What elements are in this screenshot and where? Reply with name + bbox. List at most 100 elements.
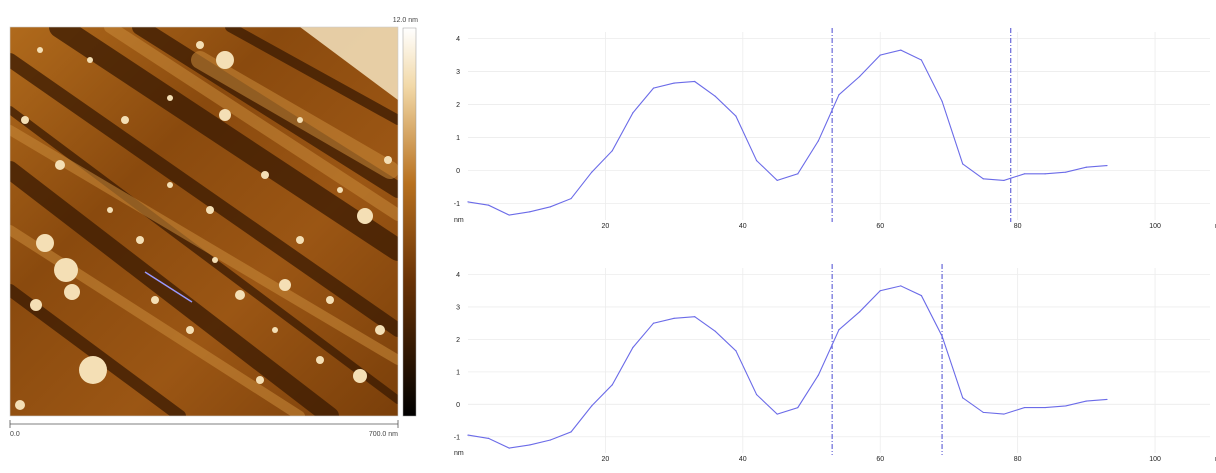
profile-data-point (982, 178, 984, 180)
profile-data-point (920, 294, 923, 297)
profile-data-point (488, 437, 490, 439)
profile-data-point (900, 49, 902, 51)
y-unit-label: nm (454, 450, 464, 457)
profile-data-point (755, 160, 758, 162)
y-tick-label: 0 (456, 168, 460, 175)
x-tick-label: 80 (1014, 223, 1022, 230)
profile-data-point (673, 82, 675, 84)
profile-data-point (488, 204, 490, 206)
profile-data-point (1106, 398, 1108, 401)
profile-data-point (817, 140, 819, 142)
afm-ridges (10, 27, 398, 416)
profile-data-point (570, 197, 572, 200)
profile-data-point (591, 171, 593, 173)
profile-data-point (817, 374, 819, 376)
profile-data-point (859, 75, 861, 78)
profile-data-point (1085, 166, 1087, 168)
profile-data-point (735, 115, 737, 117)
profile-data-point (591, 405, 593, 407)
y-tick-label: 1 (456, 135, 460, 142)
profile-section-line[interactable] (144, 271, 193, 303)
y-tick-label: 2 (456, 337, 460, 344)
profile-data-point (570, 431, 572, 433)
profile-data-point (632, 112, 634, 114)
profile-data-point (1085, 400, 1087, 402)
profile-data-point (694, 80, 696, 83)
profile-data-point (467, 434, 469, 436)
profile-series-line (467, 49, 1107, 216)
x-tick-label: 40 (739, 456, 747, 463)
x-tick-label: 100 (1149, 456, 1161, 463)
y-tick-label: -1 (454, 434, 460, 441)
profile-data-point (632, 346, 634, 349)
profile-data-point (1106, 164, 1108, 167)
y-tick-label: 0 (456, 402, 460, 409)
afm-image-panel: 12.0 nm 0.0 700.0 nm (0, 0, 430, 473)
profile-data-point (652, 322, 655, 324)
profile-data-point (838, 94, 840, 96)
profile-data-point (611, 384, 613, 386)
profile-data-point (859, 311, 861, 313)
profile-data-point (714, 95, 716, 97)
y-tick-label: 4 (456, 36, 460, 43)
afm-image-svg: 12.0 nm 0.0 700.0 nm (9, 17, 418, 438)
profile-data-point (900, 285, 902, 287)
y-tick-label: 2 (456, 102, 460, 109)
profile-data-point (1003, 179, 1005, 182)
profile-data-point (1023, 173, 1026, 175)
y-tick-label: 1 (456, 369, 460, 376)
profile-data-point (838, 329, 840, 331)
profile-data-point (529, 444, 531, 446)
profile-data-point (941, 335, 943, 337)
x-tick-label: 60 (876, 456, 884, 463)
profile-series-line (467, 285, 1107, 449)
profile-data-point (673, 317, 675, 319)
profile-data-point (694, 316, 696, 318)
x-scale-end-label: 700.0 nm (369, 431, 398, 438)
profile-data-point (920, 59, 923, 61)
y-tick-label: 3 (456, 304, 460, 311)
profile-data-point (982, 411, 984, 414)
profile-data-point (755, 393, 758, 396)
profile-data-point (467, 201, 469, 203)
color-scale-bar (402, 27, 417, 417)
profile-data-point (1003, 413, 1005, 415)
afm-particles (15, 41, 392, 410)
y-tick-label: 4 (456, 272, 460, 279)
profile-data-point (1065, 171, 1067, 173)
y-tick-label: 3 (456, 69, 460, 76)
profile-data-point (962, 163, 964, 165)
x-scale-start-label: 0.0 (10, 431, 20, 438)
profile-data-point (941, 100, 943, 102)
profile-data-point (1044, 406, 1046, 409)
x-tick-label: 40 (739, 223, 747, 230)
profile-data-point (1044, 173, 1046, 175)
profile-data-point (962, 397, 964, 399)
y-tick-label: -1 (454, 201, 460, 208)
color-scale-max-label: 12.0 nm (393, 17, 418, 24)
profile-data-point (776, 413, 778, 415)
x-tick-label: 20 (602, 223, 610, 230)
profile-data-point (549, 439, 552, 441)
x-tick-label: 100 (1149, 223, 1161, 230)
profile-data-point (1065, 405, 1067, 407)
profile-data-point (879, 54, 881, 56)
profile-data-point (714, 330, 716, 332)
profile-data-point (1023, 406, 1026, 409)
profile-data-point (529, 211, 531, 213)
afm-topography (10, 27, 398, 416)
x-tick-label: 80 (1014, 456, 1022, 463)
profile-data-point (549, 206, 552, 208)
y-unit-label: nm (454, 217, 464, 224)
x-tick-label: 60 (876, 223, 884, 230)
x-tick-label: 20 (602, 456, 610, 463)
profile-data-point (879, 290, 881, 292)
profile-data-point (611, 150, 613, 152)
profile-data-point (652, 87, 655, 89)
profile-data-point (776, 179, 778, 182)
profile-data-point (735, 350, 737, 352)
profile-data-point (508, 214, 510, 216)
profile-data-point (508, 447, 510, 449)
